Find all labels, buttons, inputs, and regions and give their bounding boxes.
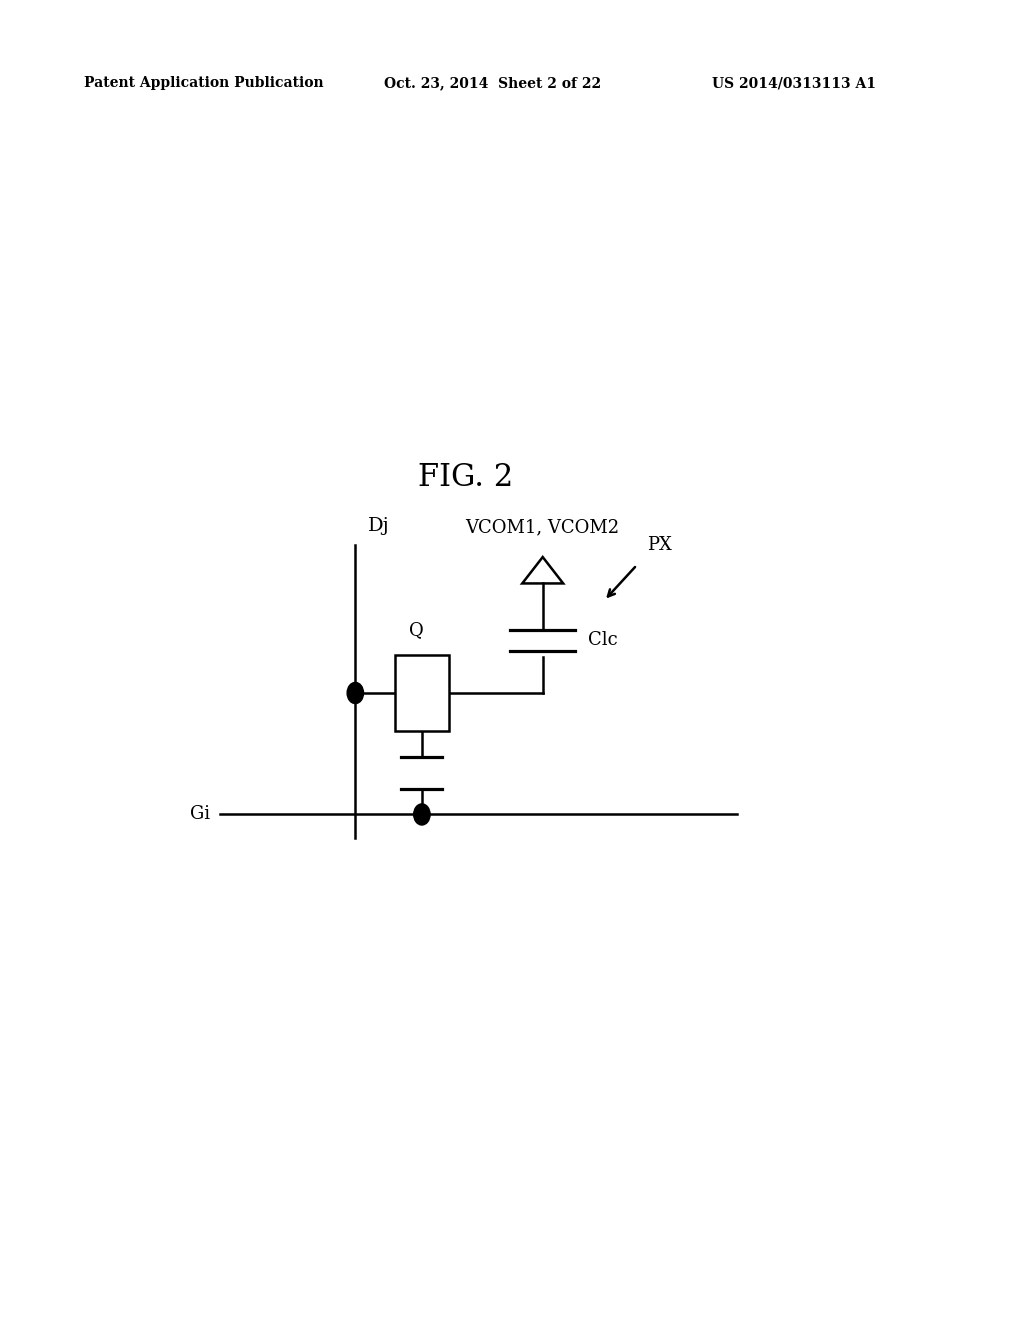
Bar <box>395 655 449 731</box>
Text: Dj: Dj <box>368 516 389 535</box>
Text: US 2014/0313113 A1: US 2014/0313113 A1 <box>712 77 876 90</box>
Text: FIG. 2: FIG. 2 <box>418 462 514 494</box>
Text: VCOM1, VCOM2: VCOM1, VCOM2 <box>466 517 620 536</box>
Text: Clc: Clc <box>588 631 617 649</box>
Text: Oct. 23, 2014  Sheet 2 of 22: Oct. 23, 2014 Sheet 2 of 22 <box>384 77 601 90</box>
Circle shape <box>414 804 430 825</box>
Text: Gi: Gi <box>189 805 210 824</box>
Text: Q: Q <box>410 620 424 639</box>
Text: PX: PX <box>647 536 672 554</box>
Circle shape <box>347 682 364 704</box>
Text: Patent Application Publication: Patent Application Publication <box>84 77 324 90</box>
